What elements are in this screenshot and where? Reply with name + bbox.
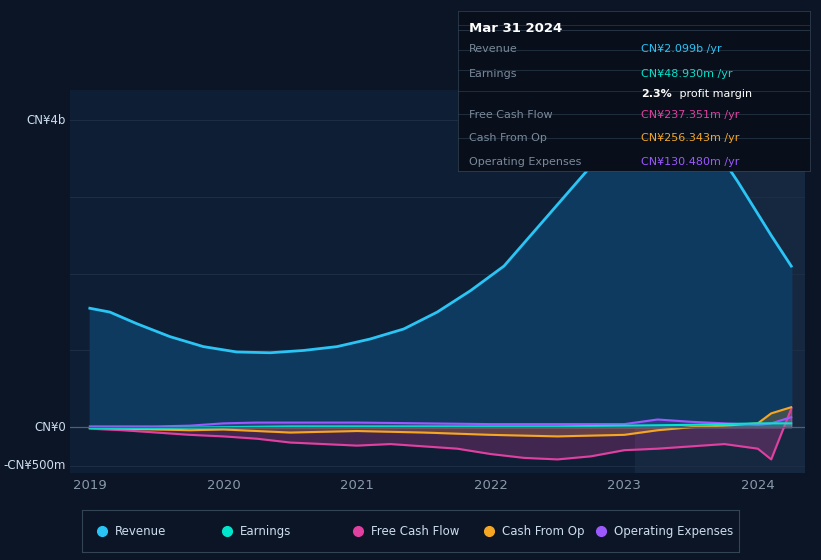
Text: Operating Expenses: Operating Expenses xyxy=(469,157,581,167)
Text: Mar 31 2024: Mar 31 2024 xyxy=(469,22,562,35)
Text: CN¥48.930m /yr: CN¥48.930m /yr xyxy=(641,69,732,80)
Text: Operating Expenses: Operating Expenses xyxy=(614,525,733,538)
Text: Free Cash Flow: Free Cash Flow xyxy=(469,110,553,120)
Text: Revenue: Revenue xyxy=(115,525,167,538)
Text: Earnings: Earnings xyxy=(469,69,517,80)
Text: -CN¥500m: -CN¥500m xyxy=(4,459,67,472)
Text: Cash From Op: Cash From Op xyxy=(502,525,585,538)
Text: CN¥256.343m /yr: CN¥256.343m /yr xyxy=(641,133,739,143)
Text: Earnings: Earnings xyxy=(240,525,291,538)
Text: Free Cash Flow: Free Cash Flow xyxy=(371,525,460,538)
Text: CN¥4b: CN¥4b xyxy=(27,114,67,127)
Text: Cash From Op: Cash From Op xyxy=(469,133,547,143)
Text: profit margin: profit margin xyxy=(676,90,752,100)
Text: CN¥2.099b /yr: CN¥2.099b /yr xyxy=(641,44,722,54)
Text: CN¥237.351m /yr: CN¥237.351m /yr xyxy=(641,110,739,120)
Text: CN¥0: CN¥0 xyxy=(34,421,67,433)
Text: Revenue: Revenue xyxy=(469,44,517,54)
Bar xyxy=(635,90,805,473)
Text: 2.3%: 2.3% xyxy=(641,90,672,100)
Text: CN¥130.480m /yr: CN¥130.480m /yr xyxy=(641,157,739,167)
